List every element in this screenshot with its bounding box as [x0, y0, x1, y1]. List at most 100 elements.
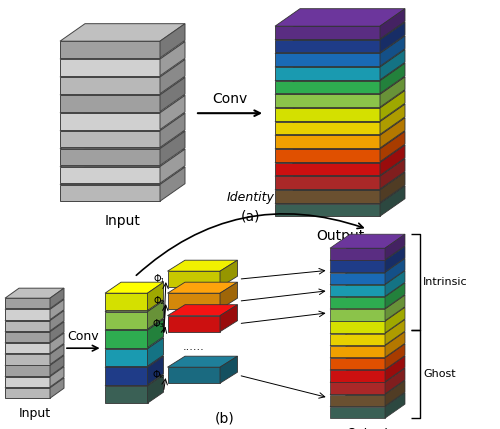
Polygon shape [105, 375, 164, 386]
Polygon shape [5, 377, 50, 387]
Polygon shape [380, 50, 405, 80]
Polygon shape [105, 338, 164, 349]
Polygon shape [385, 271, 405, 296]
Polygon shape [105, 301, 164, 312]
Polygon shape [275, 26, 380, 39]
Polygon shape [330, 393, 405, 407]
Polygon shape [330, 246, 405, 260]
Polygon shape [105, 349, 148, 366]
Polygon shape [60, 24, 185, 41]
Polygon shape [330, 259, 405, 272]
Polygon shape [275, 135, 380, 148]
Text: Output: Output [346, 427, 389, 429]
Polygon shape [105, 312, 148, 329]
Polygon shape [330, 346, 385, 357]
Polygon shape [275, 122, 380, 134]
Polygon shape [330, 234, 405, 248]
Polygon shape [168, 305, 238, 316]
Polygon shape [148, 375, 164, 403]
Polygon shape [5, 388, 50, 398]
Polygon shape [60, 78, 185, 95]
Polygon shape [385, 369, 405, 394]
Polygon shape [275, 159, 405, 176]
Text: (b): (b) [215, 412, 235, 426]
Polygon shape [50, 367, 64, 387]
Polygon shape [60, 41, 160, 58]
Polygon shape [168, 260, 238, 271]
Polygon shape [380, 172, 405, 202]
Polygon shape [60, 149, 160, 165]
Polygon shape [385, 246, 405, 272]
Polygon shape [60, 59, 160, 76]
Polygon shape [330, 334, 385, 345]
Polygon shape [160, 78, 185, 112]
Text: Ghost: Ghost [423, 369, 456, 379]
Polygon shape [380, 186, 405, 216]
Polygon shape [50, 311, 64, 331]
Polygon shape [160, 167, 185, 201]
Polygon shape [275, 91, 405, 108]
Text: Output: Output [316, 229, 364, 243]
Polygon shape [275, 149, 380, 162]
Polygon shape [220, 282, 238, 309]
Polygon shape [220, 356, 238, 383]
Polygon shape [5, 366, 50, 376]
Polygon shape [380, 22, 405, 52]
Polygon shape [168, 282, 238, 293]
Polygon shape [60, 131, 185, 149]
Polygon shape [330, 271, 405, 285]
Polygon shape [275, 67, 380, 80]
Polygon shape [275, 36, 405, 54]
Polygon shape [50, 378, 64, 398]
Polygon shape [330, 369, 405, 382]
Polygon shape [105, 367, 148, 385]
Polygon shape [275, 163, 380, 175]
Polygon shape [330, 332, 405, 346]
Polygon shape [275, 186, 405, 203]
Text: Φ₂: Φ₂ [153, 296, 164, 306]
Polygon shape [330, 285, 385, 296]
Polygon shape [380, 145, 405, 175]
Polygon shape [275, 176, 380, 189]
Polygon shape [275, 50, 405, 67]
Polygon shape [275, 108, 380, 121]
Polygon shape [168, 367, 220, 383]
Polygon shape [330, 309, 385, 320]
Text: Φ₃: Φ₃ [153, 319, 164, 329]
Polygon shape [168, 356, 238, 367]
Polygon shape [60, 95, 185, 113]
Polygon shape [330, 260, 385, 272]
Polygon shape [5, 288, 64, 298]
Polygon shape [50, 344, 64, 365]
Polygon shape [275, 9, 405, 26]
Polygon shape [5, 298, 50, 308]
Polygon shape [380, 104, 405, 134]
Polygon shape [275, 190, 380, 202]
Polygon shape [50, 288, 64, 308]
Polygon shape [5, 299, 64, 309]
Polygon shape [330, 407, 385, 418]
Text: Φₖ: Φₖ [153, 370, 164, 380]
Polygon shape [105, 330, 148, 347]
Polygon shape [380, 159, 405, 189]
Polygon shape [5, 367, 64, 377]
Polygon shape [148, 282, 164, 311]
Polygon shape [380, 9, 405, 39]
Polygon shape [5, 356, 64, 366]
Polygon shape [148, 338, 164, 366]
Polygon shape [275, 118, 405, 135]
Polygon shape [330, 320, 405, 334]
Polygon shape [5, 378, 64, 388]
Polygon shape [275, 40, 380, 52]
Polygon shape [330, 307, 405, 321]
Polygon shape [330, 356, 405, 370]
Polygon shape [385, 283, 405, 308]
Polygon shape [380, 77, 405, 107]
Polygon shape [60, 167, 185, 184]
Polygon shape [275, 22, 405, 40]
Polygon shape [330, 321, 385, 333]
Polygon shape [105, 356, 164, 367]
Polygon shape [385, 356, 405, 382]
Polygon shape [275, 172, 405, 190]
Polygon shape [275, 104, 405, 122]
